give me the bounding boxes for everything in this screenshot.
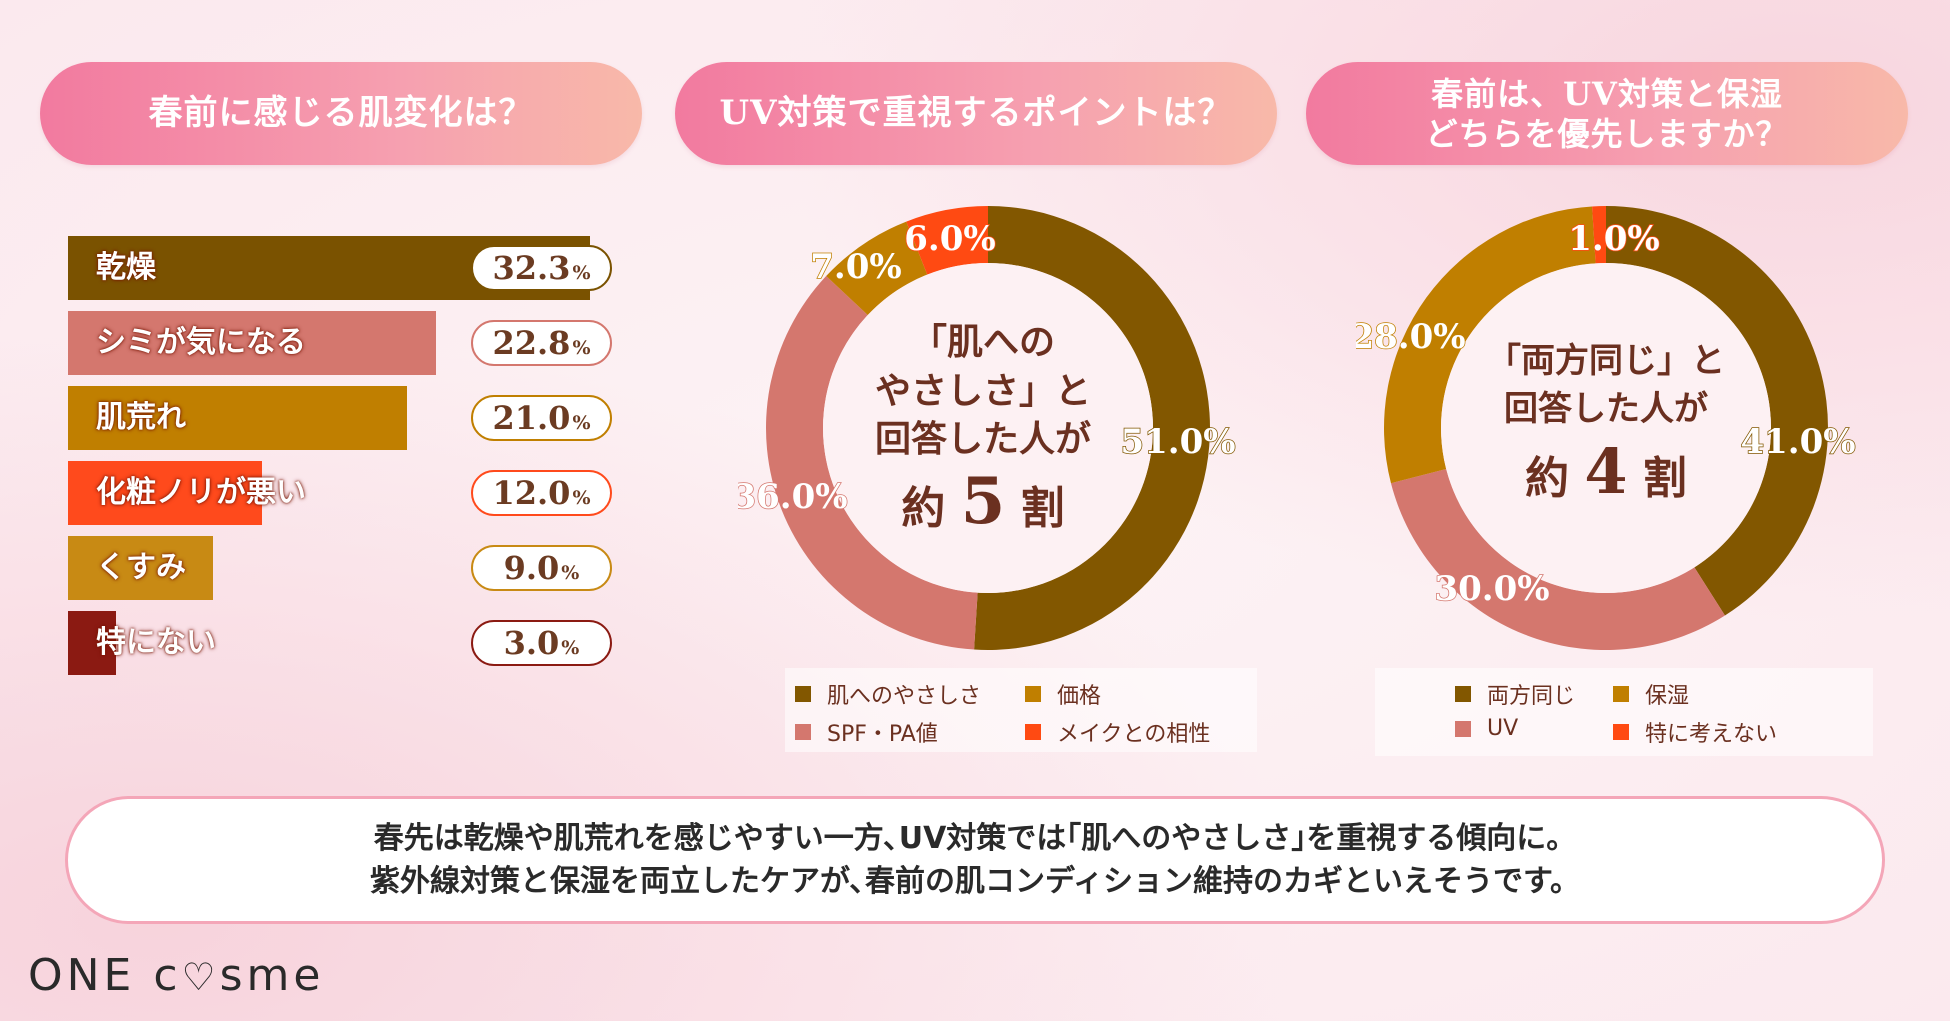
question-3-title-line2: どちらを優先しますか？ [1425, 114, 1789, 153]
donut-value-label: 6.0% [904, 219, 995, 259]
bar-category-label: 乾燥 [96, 250, 156, 285]
legend-swatch [795, 686, 811, 702]
bar-row: 乾燥 32.3% [68, 236, 628, 311]
legend-label: SPF・PA値 [827, 722, 938, 747]
bar-row: 肌荒れ 21.0% [68, 386, 628, 461]
donut-value-label: 28.0% [1356, 317, 1466, 357]
question-2-header: UV対策で重視するポイントは？ [675, 62, 1277, 165]
donut2-center-unit: 割 [1642, 453, 1687, 505]
legend-item: UV [1455, 716, 1518, 741]
bar-value-label: 12.0% [471, 470, 612, 516]
legend-swatch [1613, 686, 1629, 702]
uv-priority-donut-chart: 51.0% 36.0% 7.0%6.0% [738, 206, 1236, 650]
donut-value-label: 36.0% [738, 477, 848, 517]
legend-item: 肌へのやさしさ [795, 678, 981, 710]
legend-swatch [1025, 686, 1041, 702]
legend-item: 価格 [1025, 678, 1101, 710]
donut-slice [1592, 206, 1606, 264]
uv-vs-moisture-donut-chart: 41.0% 30.0% 28.0% 1.0% [1356, 206, 1856, 650]
summary-line2: 紫外線対策と保湿を両立したケアが､春前の肌コンディション維持のカギといえそうです… [370, 864, 1580, 899]
legend-label: 肌へのやさしさ [827, 684, 982, 709]
bar-value-label: 3.0% [471, 620, 612, 666]
legend-item: 両方同じ [1455, 678, 1575, 710]
donut-slice [1384, 206, 1596, 484]
legend-item: メイクとの相性 [1025, 716, 1210, 748]
donut-value-label: 30.0% [1434, 569, 1549, 609]
question-1-title: 春前に感じる肌変化は？ [148, 93, 534, 134]
bar [68, 611, 117, 675]
bar-value-label: 9.0% [471, 545, 612, 591]
question-3-title-line1: 春前は、UV対策と保湿 [1431, 74, 1783, 113]
summary-line1: 春先は乾燥や肌荒れを感じやすい一方､UV対策では｢肌へのやさしさ｣を重視する傾向… [373, 820, 1577, 856]
legend-label: メイクとの相性 [1057, 722, 1211, 747]
donut-hole [823, 263, 1153, 593]
legend-label: 特に考えない [1645, 722, 1778, 747]
donut-slice [906, 206, 988, 275]
legend-label: 価格 [1057, 684, 1102, 709]
legend-swatch [1025, 724, 1041, 740]
donut-value-label: 51.0% [1120, 422, 1235, 462]
donut-slice [1390, 469, 1725, 650]
donut1-center-line1: 「肌への [910, 321, 1055, 363]
skin-change-bar-chart: 乾燥 32.3% シミが気になる 22.8% 肌荒れ 21.0% 化粧ノリが悪い 12.0% く… [68, 236, 628, 686]
donut1-center-approx: 約 [901, 482, 946, 534]
bar [68, 536, 214, 600]
legend-item: 特に考えない [1613, 716, 1777, 748]
donut2-legend: 両方同じ 保湿 UV 特に考えない [1375, 668, 1873, 756]
donut-slice [974, 206, 1211, 650]
question-2-title: UV対策で重視するポイントは？ [719, 93, 1233, 134]
donut-slice [826, 221, 928, 316]
legend-label: 両方同じ [1487, 684, 1576, 709]
legend-label: 保湿 [1645, 684, 1690, 709]
bar-row: 特にない 3.0% [68, 611, 628, 686]
donut-value-label: 7.0% [810, 247, 901, 287]
bar-value-label: 32.3% [471, 245, 612, 291]
donut2-center-line1: 「両方同じ」と [1487, 341, 1725, 381]
bar-value-label: 21.0% [471, 395, 612, 441]
donut2-center-line2: 回答した人が [1504, 388, 1708, 429]
donut-value-label: 1.0% [1568, 219, 1659, 259]
donut1-legend: 肌へのやさしさ 価格 SPF・PA値 メイクとの相性 [785, 668, 1257, 752]
bar [68, 311, 437, 375]
donut1-center-line3: 回答した人が [874, 418, 1091, 461]
bar-row: くすみ 9.0% [68, 536, 628, 611]
legend-swatch [1455, 720, 1471, 737]
donut-slice [1606, 206, 1828, 616]
bar [68, 461, 262, 525]
bar-category-label: シミが気になる [96, 325, 306, 360]
bar-row: シミが気になる 22.8% [68, 311, 628, 386]
bar-value-label: 22.8% [471, 320, 612, 366]
donut-hole [1441, 263, 1771, 593]
donut1-center-line2: やさしさ」と [874, 369, 1091, 412]
donut-slice [766, 276, 978, 650]
legend-swatch [1455, 686, 1471, 702]
bar-category-label: くすみ [96, 550, 186, 585]
bar-category-label: 肌荒れ [96, 400, 186, 435]
bar-category-label: 化粧ノリが悪い [96, 475, 306, 510]
donut2-center-text: 「両方同じ」と 回答した人が 約 4 割 [1466, 338, 1746, 511]
donut1-center-unit: 割 [1020, 482, 1065, 534]
legend-label: UV [1487, 716, 1519, 741]
legend-item: SPF・PA値 [795, 716, 938, 748]
legend-swatch [795, 724, 811, 740]
donut1-center-text: 「肌への やさしさ」と 回答した人が 約 5 割 [848, 318, 1118, 541]
donut2-center-number: 4 [1584, 435, 1628, 509]
summary-box: 春先は乾燥や肌荒れを感じやすい一方､UV対策では｢肌へのやさしさ｣を重視する傾向… [65, 796, 1885, 924]
donut1-center-number: 5 [960, 463, 1006, 539]
donut2-center-approx: 約 [1525, 453, 1570, 505]
donut-value-label: 41.0% [1740, 422, 1855, 462]
question-3-header: 春前は、UV対策と保湿 どちらを優先しますか？ [1306, 62, 1908, 165]
legend-item: 保湿 [1613, 678, 1689, 710]
legend-swatch [1613, 724, 1629, 740]
one-cosme-logo: ONE c♡sme [28, 950, 325, 1001]
bar-category-label: 特にない [96, 625, 216, 660]
bar [68, 386, 408, 450]
question-1-header: 春前に感じる肌変化は？ [40, 62, 642, 165]
bar-row: 化粧ノリが悪い 12.0% [68, 461, 628, 536]
